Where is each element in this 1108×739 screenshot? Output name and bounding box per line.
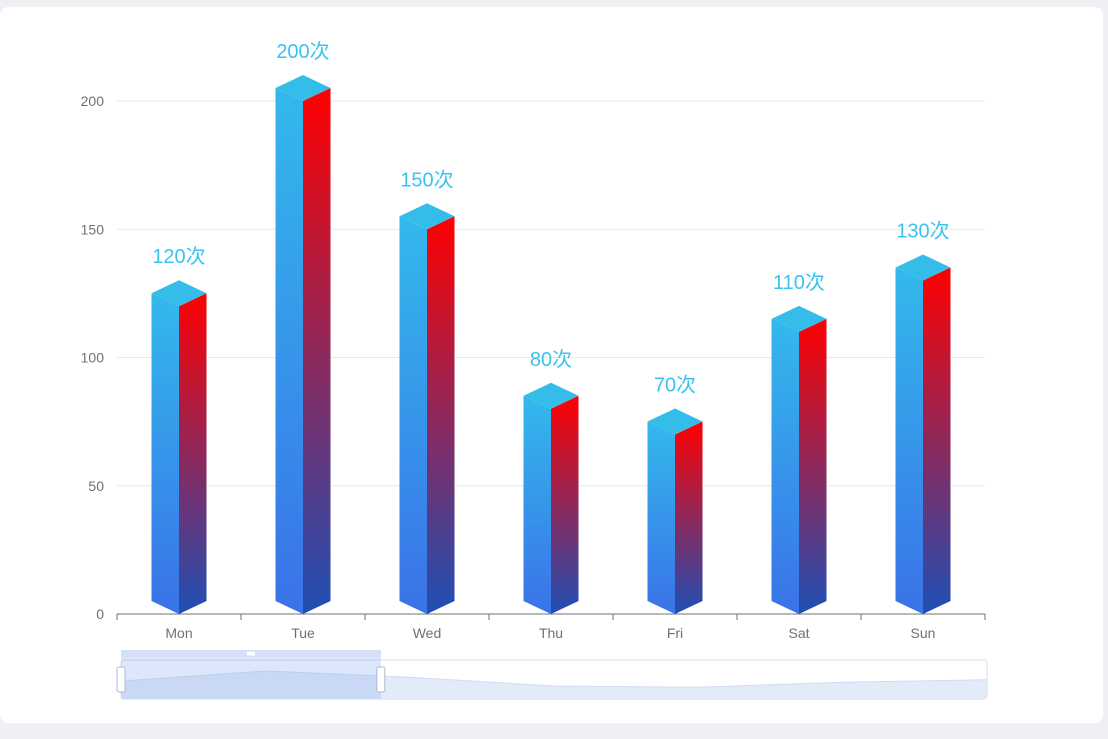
y-tick-label: 0 (96, 606, 104, 622)
x-tick-label: Wed (413, 625, 442, 641)
data-label: 120次 (152, 245, 205, 268)
bar-side-face (427, 216, 455, 614)
zoom-start-handle[interactable] (116, 666, 126, 693)
zoom-mini-area (121, 671, 987, 699)
bar-front-face (399, 216, 427, 614)
zoom-selected-range[interactable] (121, 650, 381, 699)
y-tick-label: 50 (88, 478, 104, 494)
x-tick-label: Mon (165, 625, 192, 641)
x-tick-label: Fri (667, 625, 683, 641)
y-tick-label: 200 (81, 93, 105, 109)
data-label: 200次 (276, 40, 329, 63)
x-tick-label: Tue (291, 625, 315, 641)
data-label: 110次 (773, 271, 825, 294)
bar-side-face (675, 421, 703, 614)
bar-top-cap (771, 305, 827, 332)
y-tick-label: 150 (81, 221, 105, 237)
zoom-end-handle[interactable] (376, 666, 386, 693)
bar-front-face (771, 318, 799, 614)
bar-fri[interactable] (647, 408, 703, 614)
x-axis: Mon Tue Wed Thu Fri Sat Sun (116, 613, 986, 641)
y-tick-label: 100 (81, 350, 105, 366)
bars (151, 75, 951, 614)
data-zoom-slider[interactable] (116, 650, 988, 700)
bar-side-face (923, 267, 951, 614)
bar-thu[interactable] (523, 382, 579, 614)
bar-front-face (275, 88, 303, 614)
bar-front-face (151, 293, 179, 614)
bar-front-face (895, 267, 923, 614)
bar-tue[interactable] (275, 75, 331, 614)
bar-side-face (179, 293, 207, 614)
bar-side-face (303, 88, 331, 614)
data-label: 130次 (896, 220, 949, 243)
bar-front-face (647, 421, 675, 614)
x-tick-label: Sat (788, 625, 809, 641)
data-labels: 120次 200次 150次 80次 70次 110次 130次 (152, 40, 949, 396)
bar-front-face (523, 395, 551, 614)
bar-sat[interactable] (771, 305, 827, 614)
bar-top-cap (275, 75, 331, 101)
x-tick-label: Thu (539, 625, 563, 641)
x-tick-label: Sun (911, 625, 936, 641)
zoom-mini-line (120, 670, 988, 688)
bar-side-face (551, 395, 579, 614)
data-label: 80次 (530, 348, 572, 371)
zoom-move-grip (246, 651, 255, 656)
bar-mon[interactable] (151, 280, 207, 614)
y-axis: 0 50 100 150 200 (81, 93, 105, 622)
bar-sun[interactable] (895, 254, 951, 614)
grid-lines (117, 100, 985, 487)
bar-top-cap (151, 280, 207, 307)
bar-wed[interactable] (399, 203, 455, 614)
bar-side-face (799, 318, 827, 614)
bar-top-cap (399, 203, 455, 230)
bar-top-cap (895, 254, 951, 281)
bar-top-cap (647, 408, 703, 435)
data-label: 70次 (654, 373, 696, 396)
bar-top-cap (523, 382, 579, 409)
data-label: 150次 (400, 168, 453, 191)
